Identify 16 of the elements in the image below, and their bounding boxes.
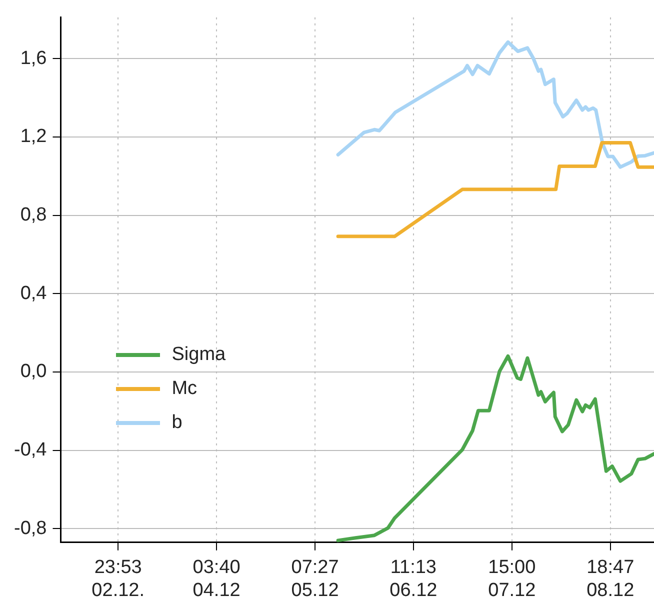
y-tick-label: 1,2 <box>20 126 47 148</box>
x-tick-label: 18:47 08.12 <box>586 557 634 601</box>
y-tick-label: 0,8 <box>20 204 47 226</box>
y-tick-label: -0,8 <box>14 518 47 539</box>
y-tick-label: 0,0 <box>20 361 47 382</box>
x-tick-label: 03:40 04.12 <box>192 557 240 601</box>
legend-label: Mc <box>172 378 198 400</box>
y-tick-label: 0,4 <box>20 282 48 304</box>
x-tick-label: 15:00 07.12 <box>488 557 536 601</box>
x-tick-label: 11:13 06.12 <box>390 557 438 601</box>
legend-label: b <box>172 412 182 434</box>
x-tick-label: 07:27 05.12 <box>291 557 339 601</box>
y-tick-label: 1,6 <box>20 48 47 69</box>
y-tick-label: -0,4 <box>14 440 48 461</box>
legend-label: Sigma <box>172 344 226 366</box>
x-tick-label: 23:53 02.12. <box>92 557 145 601</box>
